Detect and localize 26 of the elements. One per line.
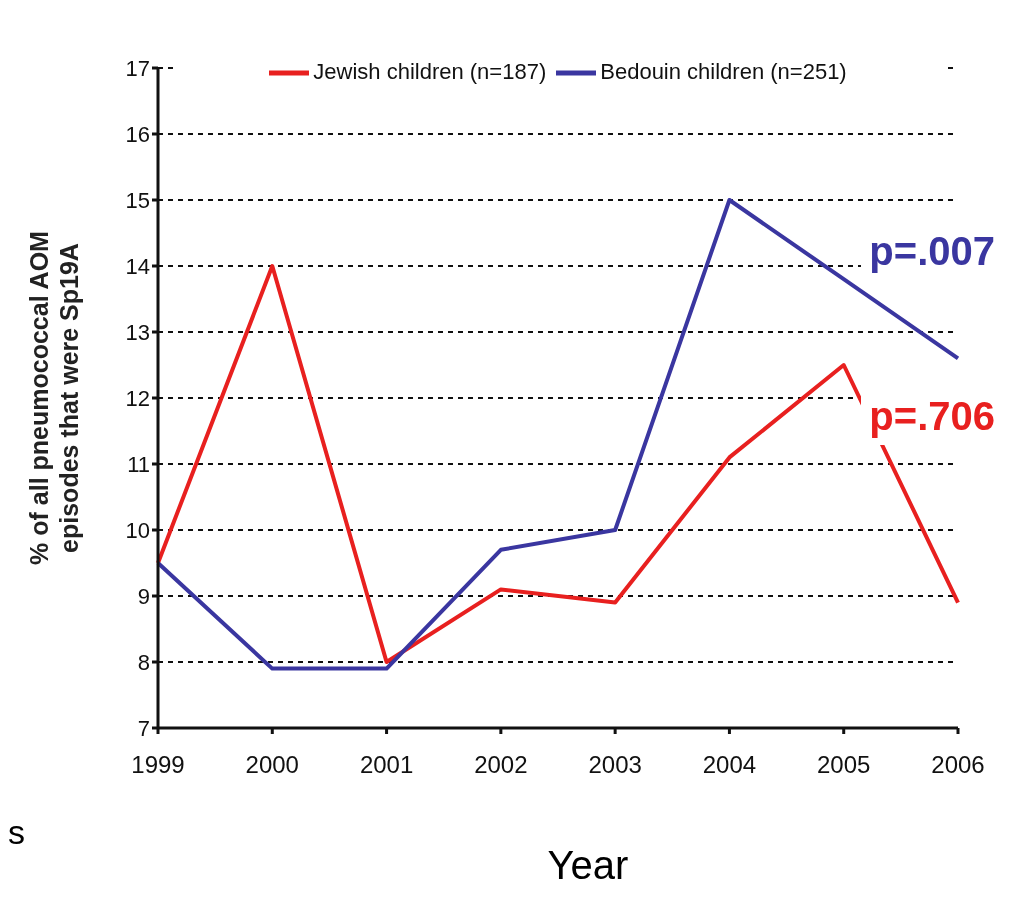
legend-label: Jewish children (n=187) — [313, 58, 547, 84]
y-tick-label: 10 — [125, 517, 150, 543]
y-tick-label: 16 — [125, 121, 150, 147]
x-tick-label: 2002 — [474, 751, 528, 779]
y-tick-label: 11 — [127, 451, 150, 477]
x-tick-label: 2005 — [817, 751, 871, 779]
annotation: p=.706 — [861, 388, 1003, 445]
x-tick-label: 2004 — [702, 751, 757, 779]
y-tick-label: 7 — [137, 715, 150, 741]
x-tick-label: 2000 — [245, 751, 299, 779]
x-tick-label: 2001 — [359, 751, 414, 779]
y-tick-label: 8 — [137, 649, 150, 675]
y-tick-label: 15 — [125, 187, 150, 213]
y-tick-label: 9 — [137, 583, 150, 609]
y-axis-title: % of all pneumococcal AOM episodes that were Sp19A — [25, 231, 83, 565]
x-axis-title: Year — [546, 843, 630, 888]
legend-label: Bedouin children (n=251) — [600, 58, 847, 84]
y-tick-label: 14 — [125, 253, 150, 279]
x-tick-label: 2003 — [588, 751, 642, 779]
annotation: p=.007 — [861, 223, 1003, 280]
y-tick-label: 17 — [125, 55, 150, 81]
x-tick-label: 1999 — [131, 751, 185, 779]
x-tick-label: 2006 — [931, 751, 985, 779]
y-tick-label: 12 — [125, 385, 150, 411]
y-tick-label: 13 — [125, 319, 150, 345]
text: s — [8, 813, 25, 852]
